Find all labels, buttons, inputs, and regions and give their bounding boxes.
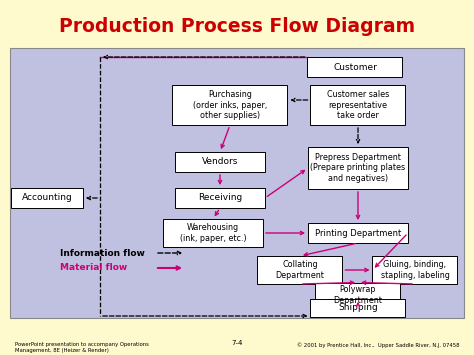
Text: Gluing, binding,
stapling, labeling: Gluing, binding, stapling, labeling <box>381 260 449 280</box>
FancyBboxPatch shape <box>175 188 265 208</box>
Text: Production Process Flow Diagram: Production Process Flow Diagram <box>59 16 415 36</box>
Bar <box>10 48 464 318</box>
FancyBboxPatch shape <box>11 188 83 208</box>
Text: Vendors: Vendors <box>202 158 238 166</box>
FancyBboxPatch shape <box>308 223 408 243</box>
FancyBboxPatch shape <box>175 152 265 172</box>
Text: Purchasing
(order inks, paper,
other supplies): Purchasing (order inks, paper, other sup… <box>193 90 267 120</box>
Text: Information flow: Information flow <box>60 248 145 257</box>
Text: Warehousing
(ink, paper, etc.): Warehousing (ink, paper, etc.) <box>180 223 246 243</box>
FancyBboxPatch shape <box>173 85 288 125</box>
Text: Material flow: Material flow <box>60 263 127 273</box>
Text: 7-4: 7-4 <box>231 340 243 346</box>
Text: Accounting: Accounting <box>22 193 73 202</box>
FancyBboxPatch shape <box>308 147 408 189</box>
Text: Shipping: Shipping <box>338 304 378 312</box>
FancyBboxPatch shape <box>308 57 402 77</box>
Text: Polywrap
Department: Polywrap Department <box>334 285 383 305</box>
FancyBboxPatch shape <box>310 299 405 317</box>
Text: Collating
Department: Collating Department <box>275 260 324 280</box>
Text: Customer: Customer <box>333 62 377 71</box>
Text: Prepress Department
(Prepare printing plates
and negatives): Prepress Department (Prepare printing pl… <box>310 153 406 183</box>
FancyBboxPatch shape <box>316 283 401 307</box>
FancyBboxPatch shape <box>257 256 343 284</box>
Text: Receiving: Receiving <box>198 193 242 202</box>
Text: © 2001 by Prentice Hall, Inc.,  Upper Saddle River, N.J. 07458: © 2001 by Prentice Hall, Inc., Upper Sad… <box>298 342 460 348</box>
FancyBboxPatch shape <box>310 85 405 125</box>
Text: Printing Department: Printing Department <box>315 229 401 237</box>
FancyBboxPatch shape <box>163 219 263 247</box>
Text: Customer sales
representative
take order: Customer sales representative take order <box>327 90 389 120</box>
FancyBboxPatch shape <box>373 256 457 284</box>
Text: PowerPoint presentation to accompany Operations
Management, 8E (Heizer & Render): PowerPoint presentation to accompany Ope… <box>15 342 149 353</box>
